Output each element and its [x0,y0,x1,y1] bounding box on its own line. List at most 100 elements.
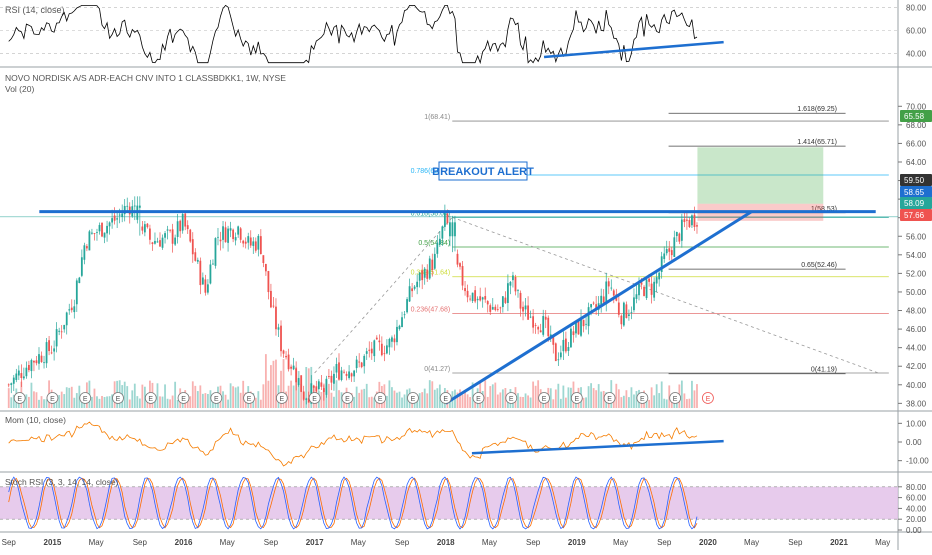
earnings-marker-circle[interactable] [341,392,354,404]
price-tick-label: 38.00 [906,399,927,408]
candle-body [209,264,212,284]
earnings-marker-circle[interactable] [112,392,124,404]
candle-body [600,295,603,306]
time-axis-label: Sep [264,538,279,547]
fib-retracement-label: 0.5(54.84) [418,240,450,247]
volume-bar [33,391,35,408]
candle-body [121,213,124,217]
earnings-marker-circle[interactable] [669,392,682,404]
candle-body [239,228,242,240]
candle-body [33,360,35,363]
candle-body [328,376,330,378]
earnings-marker-label: E [607,396,612,403]
candle-body [138,205,141,208]
volume-bar [600,391,603,408]
earnings-marker-circle[interactable] [472,392,485,404]
earnings-marker-circle[interactable] [79,392,92,404]
candle-body [585,323,587,325]
earnings-marker-circle[interactable] [374,392,387,404]
volume-bar [43,399,45,408]
earnings-marker-circle[interactable] [505,392,518,404]
fib-retracement-label: 0(41.27) [424,366,450,373]
volume-bar [554,389,557,408]
volume-bar [204,393,207,408]
earnings-marker-label: E [83,396,88,403]
price-badge-label: 58.65 [904,188,925,197]
candle-body [378,340,381,343]
rsi-trendline[interactable] [543,40,724,59]
earnings-marker-circle[interactable] [570,392,583,404]
candle-body [562,339,565,352]
candle-body [355,359,358,369]
momentum-line [8,421,698,467]
candle-body [343,371,345,373]
price-axis-ticks: 70.0068.0066.0064.0062.0060.0058.0056.00… [898,102,927,408]
stoch-tick-label: 60.00 [906,494,927,503]
earnings-marker-circle[interactable] [603,392,616,404]
volume-bar [78,385,81,408]
candle-body [645,279,648,299]
volume-bar [436,388,439,408]
volume-bar [96,396,98,408]
candle-body [60,331,63,333]
volume-bar [103,397,106,408]
candle-body [75,280,78,305]
volume-bar [428,380,431,408]
volume-bar [633,394,635,408]
price-tick-label: 68.00 [906,121,927,130]
target-zone[interactable] [697,147,824,204]
volume-bar [75,393,78,408]
earnings-marker-circle[interactable] [407,392,419,404]
volume-bar [305,366,308,408]
earnings-marker-circle[interactable] [702,392,714,404]
earnings-marker-circle[interactable] [144,392,157,404]
earnings-marker-circle[interactable] [177,392,190,404]
breakout-alert-annotation[interactable]: BREAKOUT ALERT [432,161,534,181]
candle-body [17,370,20,376]
candle-body [254,241,257,251]
volume-bar [70,386,73,408]
candle-body [464,288,466,292]
volume-bar [237,386,240,408]
earnings-marker-circle[interactable] [538,392,550,404]
candle-body [201,277,204,285]
candle-body [635,294,638,299]
candle-body [673,237,676,257]
time-axis: Sep 2015 May Sep 2016 May Sep 2017 May Sep 2018 May… [2,538,891,547]
price-badge-label: 58.09 [904,199,925,208]
volume-bar [111,394,114,408]
price-tick-label: 50.00 [906,288,927,297]
earnings-marker-circle[interactable] [439,392,452,404]
time-axis-label: 2016 [175,538,193,547]
earnings-marker-circle[interactable] [210,392,223,404]
volume-bar [232,386,235,408]
volume-bar [489,386,492,408]
candle-body [280,325,282,352]
ascending-support-line[interactable] [444,210,753,405]
volume-bar [421,392,424,408]
volume-bar [612,399,615,408]
earnings-marker-circle[interactable] [636,392,649,404]
candle-body [91,232,93,234]
volume-bar [123,381,126,408]
candle-body [368,349,371,351]
candle-body [580,318,582,336]
candle-body [461,266,464,286]
earnings-marker-circle[interactable] [243,392,255,404]
candle-body [229,228,232,231]
earnings-marker-circle[interactable] [275,392,288,404]
candle-body [25,367,28,377]
earnings-marker-circle[interactable] [46,392,59,404]
candle-body [466,290,469,298]
earnings-marker-label: E [17,396,22,403]
earnings-marker-circle[interactable] [13,392,26,404]
stoch-tick-label: 20.00 [906,515,927,524]
rsi-tick-label: 40.00 [906,50,927,59]
volume-bar [154,399,156,408]
volume-bar [292,385,295,408]
earnings-marker-circle[interactable] [308,392,321,404]
candle-body [559,352,562,358]
candle-body [416,281,419,288]
momentum-trendline[interactable] [471,439,724,455]
